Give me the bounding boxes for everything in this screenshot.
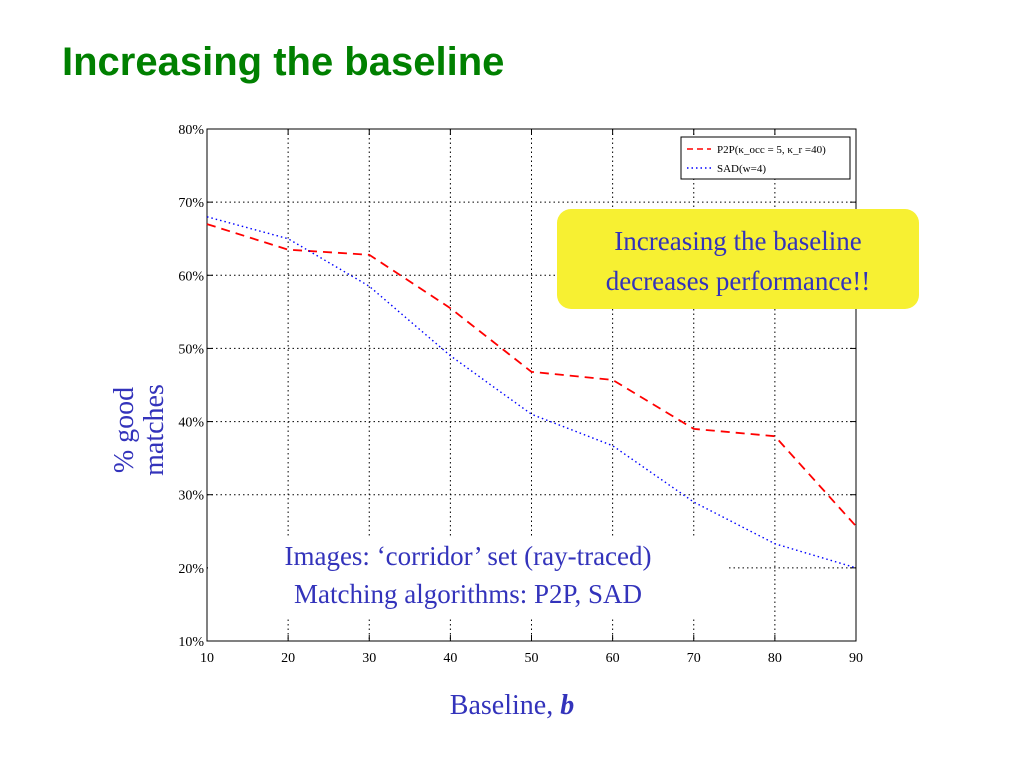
y-tick-label: 50% (178, 342, 204, 357)
x-tick-label: 10 (200, 651, 214, 666)
y-tick-label: 10% (178, 635, 204, 650)
legend-label: SAD(w=4) (717, 163, 766, 175)
x-axis-label-variable: b (560, 690, 575, 721)
legend (680, 136, 851, 180)
x-tick-label: 70 (687, 651, 701, 666)
callout-line2: decreases performance!! (605, 266, 871, 296)
y-tick-label: 30% (178, 489, 204, 504)
y-axis-label-line1: % good (109, 386, 140, 474)
x-tick-label: 90 (849, 651, 863, 666)
x-tick-label: 50 (525, 651, 539, 666)
y-tick-label: 40% (178, 416, 204, 431)
y-tick-label: 60% (178, 269, 204, 284)
x-tick-label: 80 (768, 651, 782, 666)
x-tick-label: 40 (443, 651, 457, 666)
page-title: Increasing the baseline (62, 40, 505, 84)
x-tick-label: 20 (281, 651, 295, 666)
y-axis-label-line2: matches (139, 384, 170, 476)
axes-frame (206, 128, 857, 642)
info-text-box: Images: ‘corridor’ set (ray-traced) Matc… (208, 537, 728, 617)
x-axis-label-text: Baseline, (449, 690, 561, 721)
callout-box: Increasing the baseline decreases perfor… (557, 209, 919, 309)
y-tick-label: 80% (178, 123, 204, 138)
callout-line1: Increasing the baseline (614, 226, 862, 256)
y-tick-label: 20% (178, 562, 204, 577)
x-axis-label: Baseline, b (0, 690, 1024, 722)
info-line2: Matching algorithms: P2P, SAD (293, 579, 643, 609)
x-tick-label: 60 (606, 651, 620, 666)
info-line1: Images: ‘corridor’ set (ray-traced) (284, 541, 652, 571)
y-axis-label: % good matches (109, 384, 170, 476)
series-line-p2p (206, 223, 857, 527)
legend-label: P2P(κ_occ = 5, κ_r =40) (717, 144, 826, 156)
series-line-sad (206, 216, 857, 569)
y-tick-label: 70% (178, 196, 204, 211)
x-tick-label: 30 (362, 651, 376, 666)
